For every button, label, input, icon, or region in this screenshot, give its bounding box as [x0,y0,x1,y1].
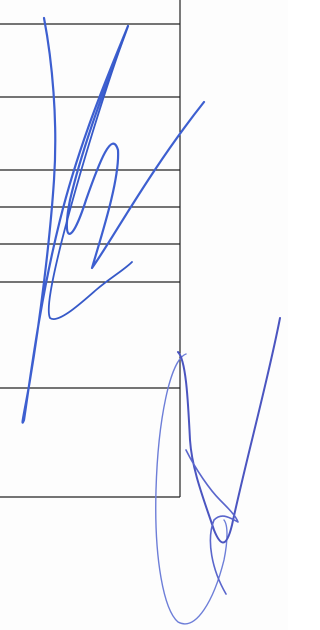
paper [0,0,288,630]
scanned-document [0,0,288,630]
page: (() => { const data = JSON.parse(documen… [0,0,288,630]
